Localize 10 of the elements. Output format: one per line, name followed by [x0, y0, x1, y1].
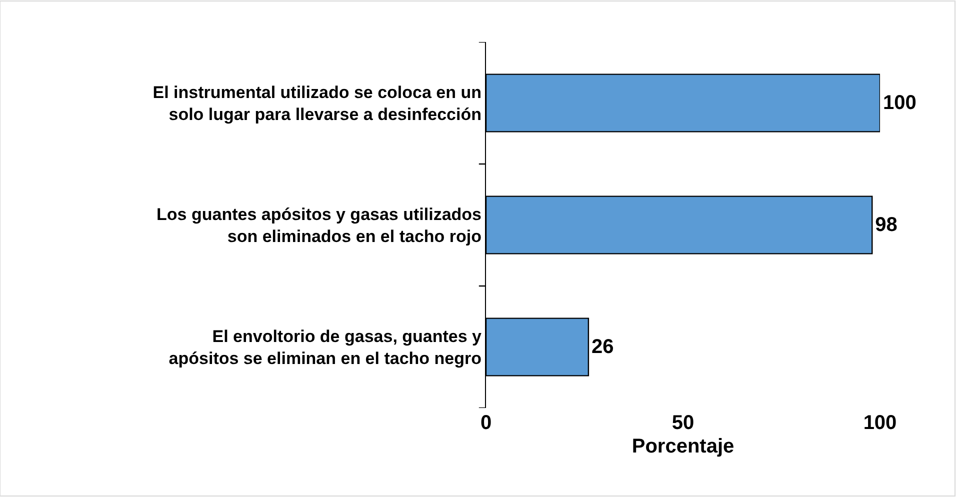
y-tick-label: Los guantes apósitos y gasas utilizados son eliminados en el tacho rojo [156, 204, 482, 246]
x-tick-label: 100 [863, 412, 897, 434]
data-label: 100 [883, 92, 916, 114]
x-tick-label: 50 [672, 412, 694, 434]
data-label: 26 [591, 336, 614, 358]
data-label: 98 [875, 214, 898, 236]
x-axis-title: Porcentaje [632, 436, 734, 458]
y-tick-label: El instrumental utilizado se coloca en un solo lugar para llevarse a desinfección [152, 82, 482, 124]
y-tick-label: El envoltorio de gasas, guantes y apósitos se eliminan en el tacho negro [168, 326, 482, 368]
x-tick-label: 0 [480, 412, 492, 434]
